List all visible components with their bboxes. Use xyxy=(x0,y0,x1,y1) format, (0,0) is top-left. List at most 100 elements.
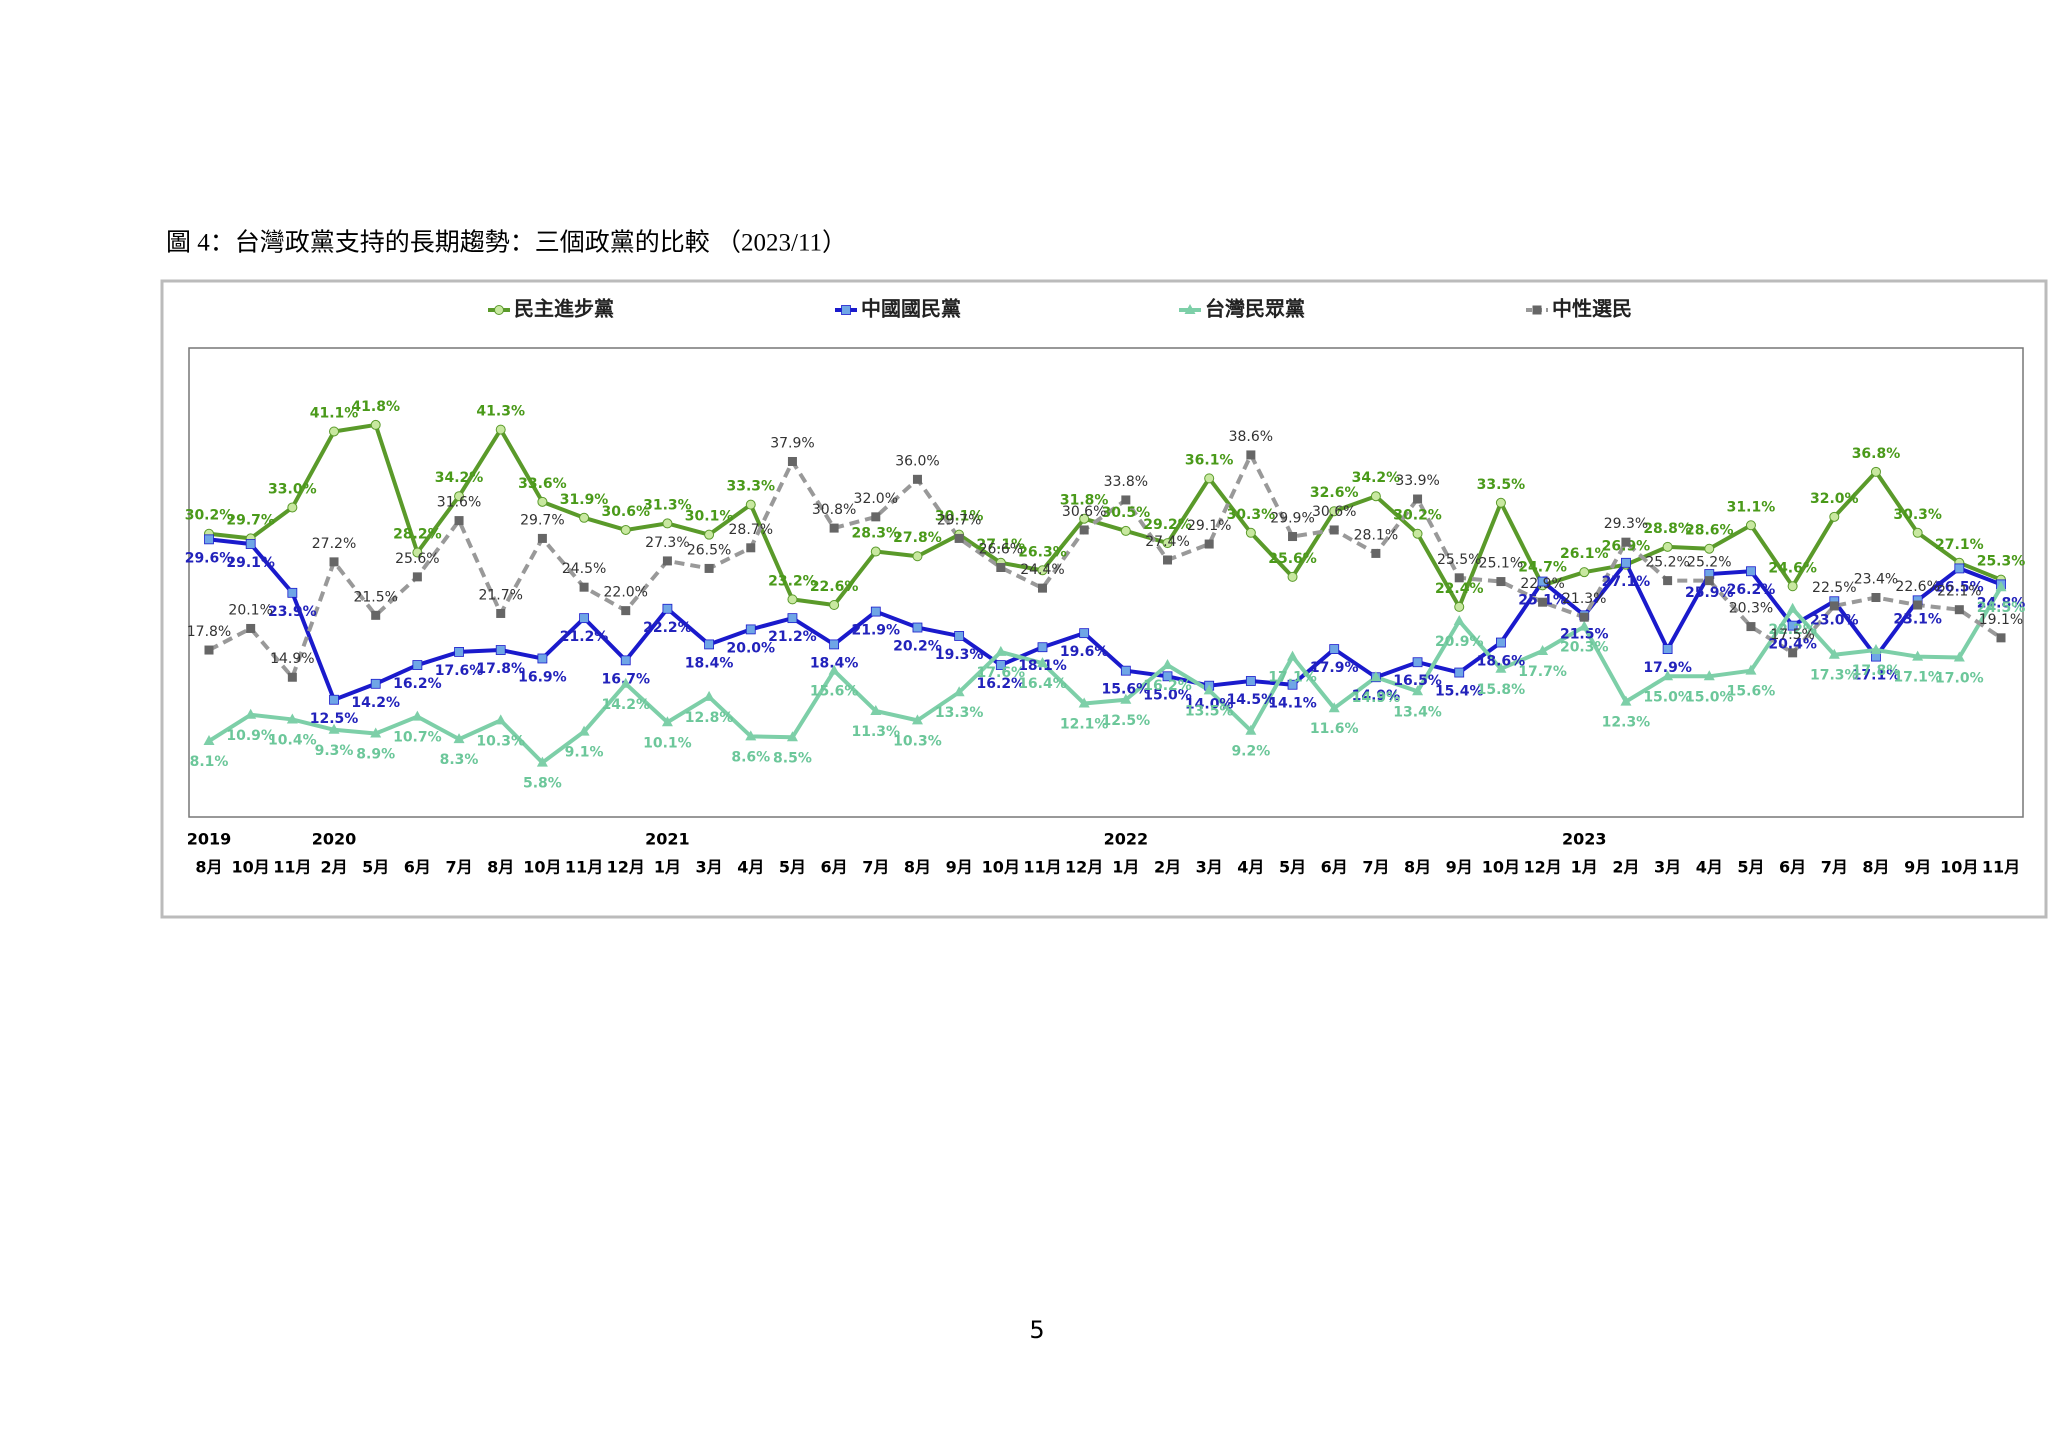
marker xyxy=(912,474,922,484)
data-label: 38.6% xyxy=(1229,429,1273,445)
data-label: 31.3% xyxy=(643,497,692,513)
marker xyxy=(536,756,548,767)
marker xyxy=(1662,670,1674,681)
data-label: 22.9% xyxy=(1520,576,1564,592)
data-label: 22.2% xyxy=(1768,622,1817,638)
data-label: 16.2% xyxy=(1143,678,1192,694)
data-label: 21.5% xyxy=(353,589,397,605)
data-label: 33.9% xyxy=(1395,473,1439,489)
marker xyxy=(1538,597,1548,607)
data-label: 26.1% xyxy=(1560,546,1609,562)
marker xyxy=(662,603,673,614)
data-label: 26.3% xyxy=(1018,544,1067,560)
data-label: 15.8% xyxy=(1477,682,1526,698)
marker xyxy=(454,491,465,502)
data-label: 23.1% xyxy=(1893,611,1942,627)
marker xyxy=(1329,644,1340,654)
marker xyxy=(662,518,673,529)
marker xyxy=(1454,601,1465,612)
data-label: 11.6% xyxy=(1310,721,1359,737)
x-tick-label: 9月 xyxy=(1904,858,1931,877)
data-label: 32.0% xyxy=(854,491,898,507)
data-label: 22.1% xyxy=(1937,584,1981,600)
x-tick-label: 3月 xyxy=(1654,858,1681,877)
data-label: 41.1% xyxy=(310,405,359,421)
x-tick-label: 8月 xyxy=(1404,858,1431,877)
marker xyxy=(412,547,423,558)
marker xyxy=(287,672,297,682)
marker xyxy=(1704,576,1714,586)
data-label: 32.6% xyxy=(1310,485,1359,501)
marker xyxy=(245,539,256,549)
marker xyxy=(411,710,423,721)
data-label: 17.1% xyxy=(1852,668,1901,684)
data-label: 26.5% xyxy=(1935,579,1984,595)
marker xyxy=(1287,571,1298,582)
x-tick-label: 7月 xyxy=(862,858,889,877)
x-tick-label: 5月 xyxy=(362,858,389,877)
marker xyxy=(1953,651,1965,662)
marker xyxy=(1162,538,1173,549)
series-line xyxy=(207,586,2003,765)
marker xyxy=(1621,537,1631,547)
data-label: 28.3% xyxy=(852,526,901,542)
data-label: 20.2% xyxy=(893,639,942,655)
data-label: 30.2% xyxy=(1393,508,1442,524)
marker xyxy=(1329,525,1339,535)
marker xyxy=(454,516,464,526)
data-label: 8.5% xyxy=(773,750,812,766)
marker xyxy=(1495,497,1506,508)
marker xyxy=(329,557,339,567)
marker xyxy=(745,624,756,635)
data-label: 20.1% xyxy=(228,602,272,618)
marker xyxy=(495,714,507,725)
marker xyxy=(745,499,756,510)
marker xyxy=(1036,657,1048,668)
marker xyxy=(787,594,798,605)
data-label: 30.6% xyxy=(1062,504,1106,520)
data-label: 14.1% xyxy=(1268,696,1317,712)
marker xyxy=(328,723,340,734)
marker xyxy=(1163,555,1173,565)
data-label: 25.2% xyxy=(1645,555,1689,571)
marker xyxy=(246,623,256,633)
data-label: 27.8% xyxy=(893,530,942,546)
marker xyxy=(1662,644,1673,654)
marker xyxy=(828,664,840,675)
data-label: 9.3% xyxy=(315,743,354,759)
data-label: 17.8% xyxy=(476,661,525,677)
x-tick-label: 12月 xyxy=(607,858,645,877)
data-label: 25.2% xyxy=(1687,555,1731,571)
marker xyxy=(287,502,298,513)
marker xyxy=(620,524,631,535)
data-label: 17.5% xyxy=(1770,627,1814,643)
marker xyxy=(1204,539,1214,549)
data-label: 14.9% xyxy=(1352,688,1401,704)
data-label: 26.6% xyxy=(979,541,1023,557)
legend-label: 中性選民 xyxy=(1552,297,1632,321)
marker xyxy=(703,690,715,701)
marker xyxy=(245,708,257,719)
marker xyxy=(870,546,881,557)
data-label: 30.5% xyxy=(1102,505,1151,521)
marker xyxy=(1870,466,1881,477)
x-tick-label: 7月 xyxy=(1821,858,1848,877)
x-tick-label: 10月 xyxy=(523,858,561,877)
data-label: 10.7% xyxy=(393,730,442,746)
data-label: 33.6% xyxy=(518,476,567,492)
data-label: 30.3% xyxy=(1893,507,1942,523)
data-label: 33.8% xyxy=(1104,474,1148,490)
marker xyxy=(495,424,506,435)
marker xyxy=(620,655,631,666)
data-label: 17.6% xyxy=(435,663,484,679)
marker xyxy=(1496,637,1506,648)
marker xyxy=(829,600,840,611)
x-tick-label: 8月 xyxy=(904,858,931,877)
data-label: 30.1% xyxy=(685,509,734,525)
marker xyxy=(412,660,423,670)
marker xyxy=(1412,685,1424,696)
marker xyxy=(870,606,881,617)
data-label: 20.4% xyxy=(1768,637,1817,653)
data-label: 25.9% xyxy=(1685,585,1734,601)
